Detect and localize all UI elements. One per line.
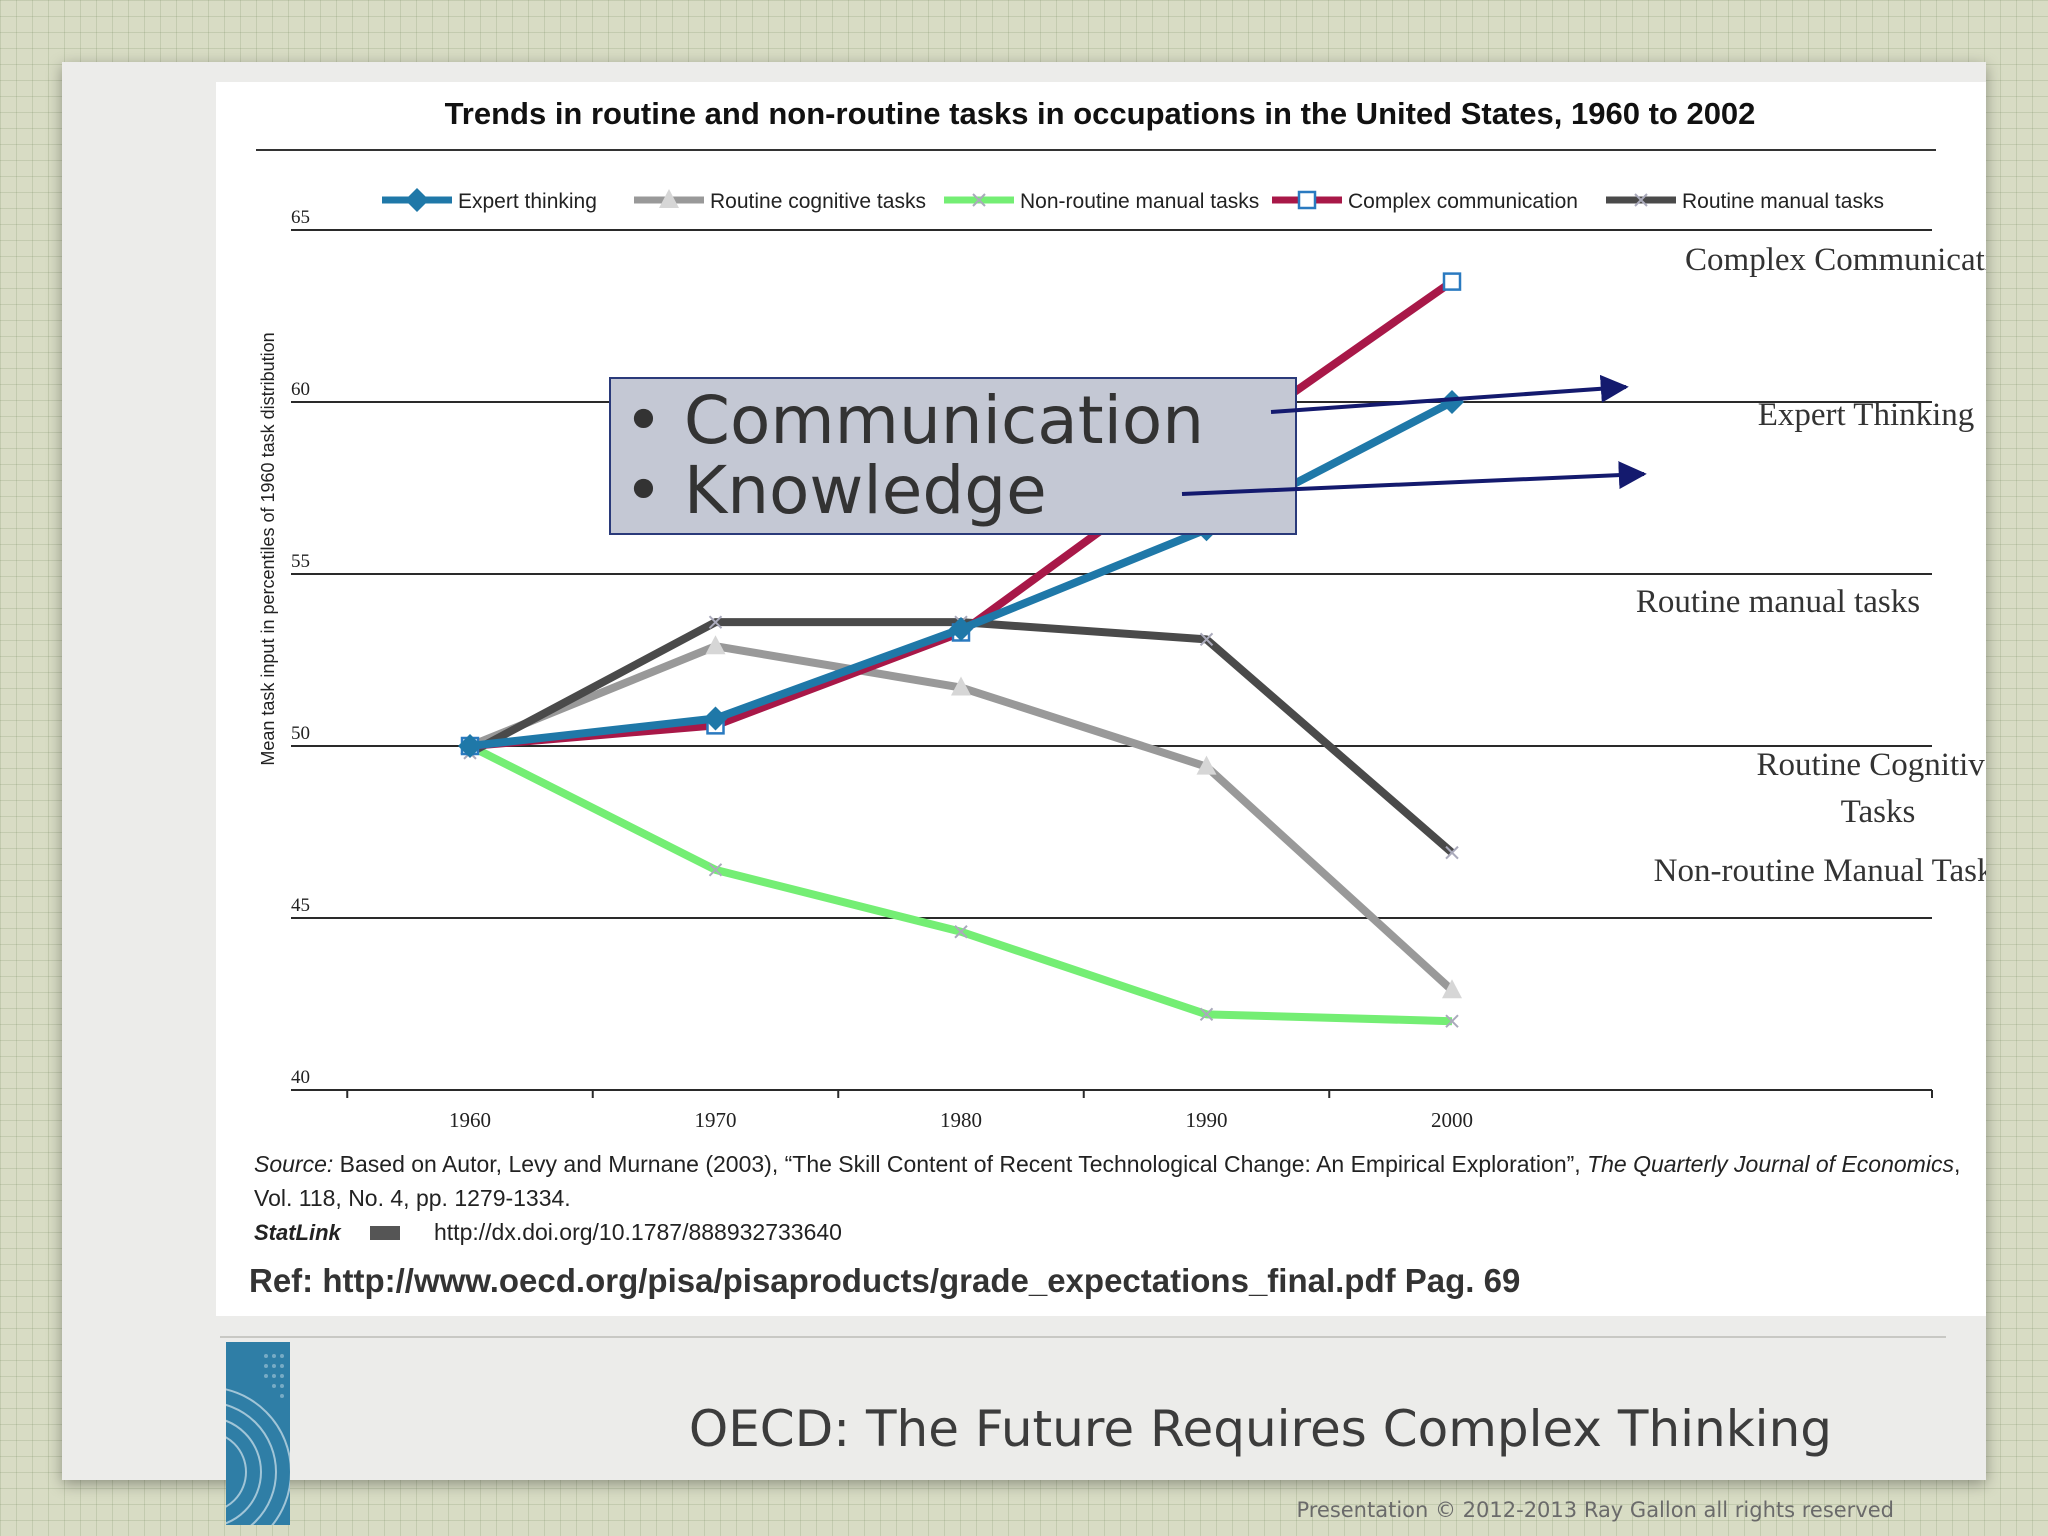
arrow-to-expert-thinking — [1181, 461, 1647, 496]
data-point — [1442, 272, 1462, 291]
y-axis-label: Mean task input in percentiles of 1960 t… — [258, 332, 278, 765]
annotation-non-routine-manual-tasks: Non-routine Manual Tasks — [1654, 853, 1986, 889]
annotation-routine-cognitive-tasks: Routine Cognitive Tasks — [1757, 747, 1986, 830]
x-tick-label: 1960 — [449, 1108, 491, 1132]
data-point — [1445, 1014, 1459, 1028]
slide: Trends in routine and non-routine tasks … — [62, 62, 1986, 1525]
y-tick-label: 55 — [291, 551, 310, 572]
chart: Trends in routine and non-routine tasks … — [249, 96, 1986, 1299]
data-point — [954, 925, 968, 939]
legend-marker — [972, 193, 986, 207]
series-annotations: Expert Thinking Routine Cognitive Tasks Non… — [1636, 242, 1986, 889]
callout: • Communication • Knowledge — [609, 374, 1647, 535]
legend-label: Complex communication — [1348, 190, 1578, 213]
legend-item-routine-cognitive-tasks: Routine cognitive tasks — [634, 189, 926, 213]
y-tick-label: 60 — [291, 379, 310, 400]
legend-label: Routine cognitive tasks — [710, 190, 926, 213]
statlink-icon — [370, 1226, 400, 1240]
chart-panel: Trends in routine and non-routine tasks … — [216, 82, 1986, 1316]
source-line-2: Vol. 118, No. 4, pp. 1279-1334. — [254, 1185, 571, 1211]
statlink-url[interactable]: http://dx.doi.org/10.1787/888932733640 — [434, 1219, 842, 1245]
legend-label: Expert thinking — [458, 190, 597, 213]
series-routine-cognitive-tasks — [460, 635, 1462, 999]
annotation-complex-communication: Complex Communication — [1685, 242, 1986, 278]
data-point — [705, 635, 726, 655]
data-point — [1199, 632, 1214, 647]
y-tick-labels: 40 45 50 55 60 65 — [291, 207, 310, 1088]
data-point — [1445, 845, 1459, 860]
copyright-notice: Presentation © 2012-2013 Ray Gallon all … — [1296, 1498, 1894, 1522]
callout-box — [609, 377, 1297, 535]
y-tick-label: 45 — [291, 895, 310, 916]
data-point — [1199, 1007, 1214, 1022]
series-non-routine-manual-tasks — [463, 739, 1459, 1028]
slide-divider — [220, 1336, 1946, 1338]
x-tick-label: 1990 — [1186, 1108, 1228, 1132]
legend-item-expert-thinking: Expert thinking — [382, 188, 597, 213]
annotation-expert-thinking: Expert Thinking — [1758, 397, 1975, 433]
legend-item-routine-manual-tasks: Routine manual tasks — [1606, 190, 1884, 213]
slide-title: OECD: The Future Requires Complex Thinki… — [688, 1400, 1832, 1458]
legend-label: Routine manual tasks — [1682, 190, 1884, 213]
callout-bullet-communication: • Communication — [624, 382, 1204, 459]
legend-marker — [659, 189, 679, 208]
y-tick-label: 65 — [291, 207, 310, 228]
data-point — [708, 615, 723, 629]
x-tick-label: 2000 — [1431, 1108, 1473, 1132]
data-point — [708, 863, 723, 877]
data-point — [951, 676, 971, 696]
legend-marker — [1634, 193, 1648, 207]
x-tick-label: 1970 — [695, 1108, 737, 1132]
annotation-routine-manual-tasks: Routine manual tasks — [1636, 584, 1920, 620]
logo-icon — [226, 1342, 290, 1525]
arrow-to-complex-communication — [1270, 374, 1629, 414]
series-line-non-routine-manual-tasks — [468, 742, 1453, 1026]
y-tick-label: 50 — [291, 723, 310, 744]
gridlines — [291, 229, 1932, 1091]
data-point — [1440, 390, 1464, 414]
data-point — [458, 734, 482, 758]
legend-marker — [1297, 190, 1317, 210]
callout-bullet-knowledge: • Knowledge — [624, 452, 1047, 529]
legend: Expert thinking Routine cognitive tasks No… — [382, 188, 1884, 213]
reference-line[interactable]: Ref: http://www.oecd.org/pisa/pisaproduc… — [249, 1262, 1520, 1299]
source-block: Source: Based on Autor, Levy and Murnane… — [249, 1151, 1960, 1299]
legend-marker — [405, 188, 429, 212]
y-tick-label: 40 — [291, 1067, 310, 1088]
legend-item-non-routine-manual-tasks: Non-routine manual tasks — [944, 190, 1259, 213]
x-tick-label: 1980 — [940, 1108, 982, 1132]
data-point — [1196, 755, 1217, 775]
source-line-1: Source: Based on Autor, Levy and Murnane… — [254, 1151, 1960, 1177]
data-point — [703, 706, 728, 731]
x-axis: 1960 1970 1980 1990 2000 — [346, 1090, 1933, 1132]
chart-title: Trends in routine and non-routine tasks … — [445, 96, 1756, 131]
data-point — [949, 617, 973, 642]
legend-label: Non-routine manual tasks — [1020, 190, 1259, 213]
data-point — [1442, 979, 1462, 999]
statlink-label: StatLink — [254, 1220, 343, 1245]
legend-item-complex-communication: Complex communication — [1272, 190, 1578, 213]
